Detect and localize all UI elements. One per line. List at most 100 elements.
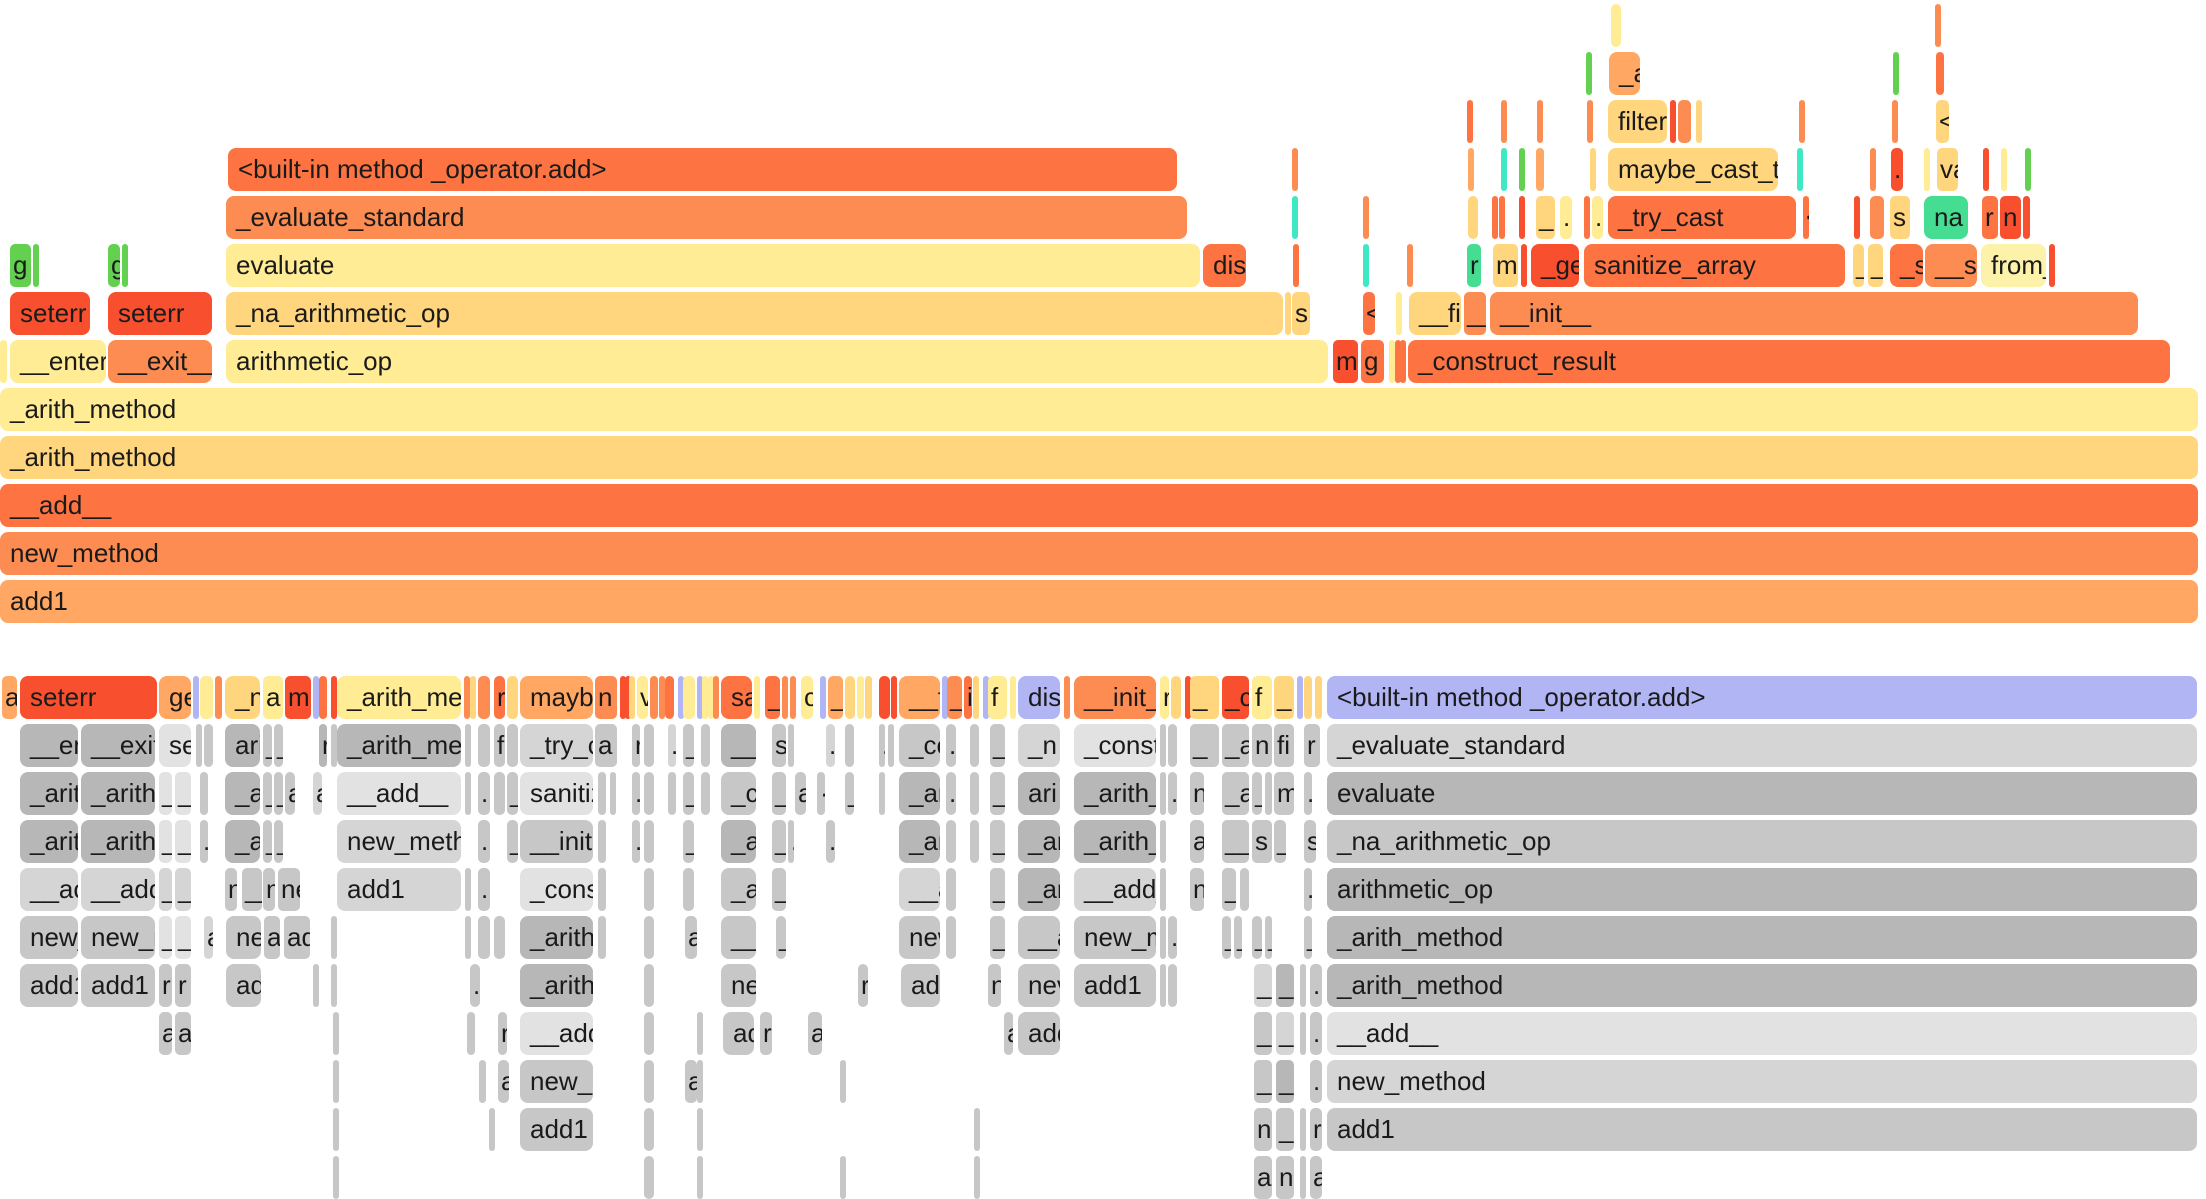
frame-bar-sliver[interactable] <box>1696 100 1702 143</box>
frame-bar-sliver[interactable] <box>845 724 854 767</box>
frame-bar-sliver[interactable] <box>754 676 760 719</box>
frame-bar[interactable]: a <box>595 724 617 767</box>
frame-bar[interactable]: _ <box>175 868 191 911</box>
frame-bar-sliver[interactable] <box>620 676 626 719</box>
frame-bar[interactable]: __se <box>1925 244 1977 287</box>
frame-bar[interactable]: _arith <box>520 916 593 959</box>
frame-bar-sliver[interactable] <box>946 868 956 911</box>
frame-bar-sliver[interactable] <box>1285 292 1291 335</box>
frame-bar-sliver[interactable] <box>970 820 979 863</box>
frame-bar[interactable]: a <box>313 772 322 815</box>
frame-bar[interactable]: _ <box>1254 1060 1272 1103</box>
frame-bar-sliver[interactable] <box>697 1156 703 1199</box>
frame-bar[interactable]: _ <box>1274 676 1294 719</box>
frame-bar[interactable]: n( <box>1190 868 1204 911</box>
frame-bar-sliver[interactable] <box>1797 148 1803 191</box>
frame-bar[interactable]: new_method <box>0 532 2198 575</box>
frame-bar[interactable]: __add <box>81 868 155 911</box>
frame-bar[interactable]: _ <box>274 820 283 863</box>
frame-bar[interactable]: va <box>1937 148 1958 191</box>
frame-bar-sliver[interactable] <box>1893 52 1899 95</box>
frame-bar[interactable]: r <box>494 676 505 719</box>
frame-bar-sliver[interactable] <box>2001 148 2007 191</box>
frame-bar-sliver[interactable] <box>644 1156 654 1199</box>
frame-bar-sliver[interactable] <box>333 1108 339 1151</box>
frame-bar[interactable]: _ <box>1868 244 1883 287</box>
frame-bar-sliver[interactable] <box>713 676 719 719</box>
frame-bar-sliver[interactable] <box>470 676 476 719</box>
frame-bar-sliver[interactable] <box>644 1012 654 1055</box>
frame-bar[interactable]: _ <box>828 676 843 719</box>
frame-bar[interactable]: . <box>1310 1012 1322 1055</box>
frame-bar-sliver[interactable] <box>644 772 654 815</box>
frame-bar[interactable]: _ <box>1254 1012 1272 1055</box>
frame-bar-sliver[interactable] <box>319 676 327 719</box>
frame-bar[interactable]: a <box>685 1060 697 1103</box>
frame-bar-sliver[interactable] <box>2023 196 2030 239</box>
frame-bar-sliver[interactable] <box>313 964 319 1007</box>
frame-bar[interactable]: _ <box>683 724 694 767</box>
frame-bar[interactable]: new_method <box>1327 1060 2197 1103</box>
frame-bar-sliver[interactable] <box>598 772 606 815</box>
frame-bar[interactable]: m <box>1493 244 1518 287</box>
frame-bar-sliver[interactable] <box>489 1108 495 1151</box>
frame-bar-sliver[interactable] <box>1611 4 1621 47</box>
frame-bar[interactable]: __fi <box>1409 292 1461 335</box>
frame-bar[interactable]: _arith_ <box>1074 820 1156 863</box>
frame-bar-sliver[interactable] <box>891 676 897 719</box>
frame-bar[interactable]: ne <box>278 868 300 911</box>
frame-bar[interactable]: se <box>159 724 191 767</box>
frame-bar-sliver[interactable] <box>1160 916 1166 959</box>
frame-bar[interactable]: . <box>1304 868 1312 911</box>
frame-bar-sliver[interactable] <box>204 724 213 767</box>
frame-bar[interactable]: nev <box>1018 964 1060 1007</box>
frame-bar[interactable]: . <box>1304 772 1312 815</box>
frame-bar[interactable]: r <box>175 964 191 1007</box>
frame-bar[interactable]: a <box>685 916 697 959</box>
frame-bar[interactable]: a <box>498 1060 509 1103</box>
frame-bar[interactable]: _arith <box>520 964 593 1007</box>
frame-bar-sliver[interactable] <box>598 916 606 959</box>
frame-bar[interactable]: _arith_ <box>81 820 155 863</box>
frame-bar[interactable]: ari <box>225 724 260 767</box>
frame-bar[interactable]: _ <box>159 820 172 863</box>
frame-bar-sliver[interactable] <box>974 1108 980 1151</box>
frame-bar-sliver[interactable] <box>973 676 979 719</box>
frame-bar-sliver[interactable] <box>659 676 665 719</box>
frame-bar[interactable]: _ <box>1276 964 1294 1007</box>
frame-bar-sliver[interactable] <box>974 1156 980 1199</box>
frame-bar-sliver[interactable] <box>650 676 658 719</box>
frame-bar[interactable]: __exit__ <box>108 340 212 383</box>
frame-bar[interactable]: _na_arithmetic_op <box>226 292 1283 335</box>
frame-bar[interactable]: _ <box>1276 1012 1294 1055</box>
frame-bar[interactable]: _c <box>721 772 756 815</box>
frame-bar[interactable]: _co <box>899 724 940 767</box>
frame-bar[interactable]: _ <box>1190 724 1219 767</box>
frame-bar-sliver[interactable] <box>708 676 714 719</box>
frame-bar[interactable]: __exit_ <box>81 724 155 767</box>
frame-bar-sliver[interactable] <box>702 676 708 719</box>
frame-bar[interactable]: <built-in method _operator.add> <box>228 148 1177 191</box>
frame-bar-sliver[interactable] <box>1168 964 1177 1007</box>
frame-bar[interactable]: s <box>772 724 786 767</box>
frame-bar[interactable]: . <box>668 724 676 767</box>
frame-bar[interactable]: __ <box>721 916 756 959</box>
frame-bar-sliver[interactable] <box>888 724 894 767</box>
frame-bar[interactable]: a <box>1004 1012 1013 1055</box>
frame-bar[interactable]: . <box>1592 196 1603 239</box>
frame-bar-sliver[interactable] <box>1536 148 1544 191</box>
frame-bar[interactable]: maybe <box>520 676 593 719</box>
frame-bar-sliver[interactable] <box>1292 148 1298 191</box>
frame-bar[interactable]: __init__ <box>1490 292 2138 335</box>
frame-bar[interactable]: add <box>901 964 940 1007</box>
frame-bar[interactable]: . <box>470 964 480 1007</box>
frame-bar[interactable]: _na_arithmetic_op <box>1327 820 2197 863</box>
frame-bar-sliver[interactable] <box>970 724 979 767</box>
frame-bar[interactable]: _ <box>845 772 854 815</box>
frame-bar-sliver[interactable] <box>1389 340 1395 383</box>
frame-bar-sliver[interactable] <box>644 1108 654 1151</box>
frame-bar-sliver[interactable] <box>1160 772 1166 815</box>
frame-bar[interactable]: . <box>1891 148 1903 191</box>
frame-bar[interactable]: _try_cast <box>1608 196 1796 239</box>
frame-bar-sliver[interactable] <box>1854 196 1860 239</box>
